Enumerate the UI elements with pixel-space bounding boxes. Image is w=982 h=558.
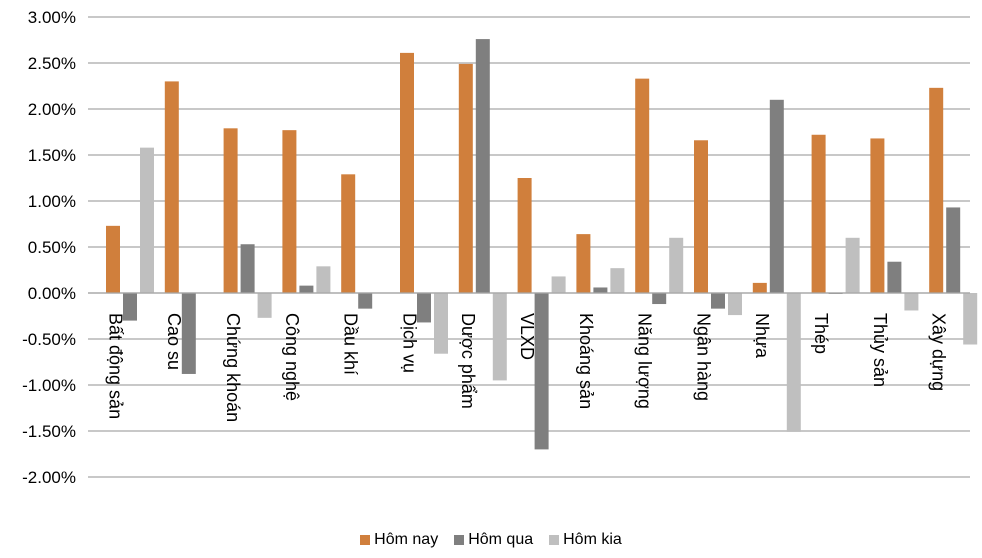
legend-label: Hôm nay <box>374 531 439 548</box>
x-category-label: Công nghệ <box>282 313 302 401</box>
bar <box>341 174 356 293</box>
x-category-label: Thép <box>811 313 831 354</box>
y-tick-label: 2.50% <box>28 54 76 73</box>
legend-label: Hôm kia <box>563 531 622 548</box>
y-tick-label: 2.00% <box>28 100 76 119</box>
x-category-label: Thủy sản <box>870 313 890 387</box>
bar <box>534 293 549 450</box>
bar <box>517 178 532 293</box>
y-tick-label: -0.50% <box>22 330 76 349</box>
bar <box>845 237 860 293</box>
y-tick-label: 3.00% <box>28 8 76 27</box>
x-category-label: Xây dựng <box>929 313 949 391</box>
y-tick-label: 0.00% <box>28 284 76 303</box>
bar <box>811 134 826 293</box>
y-tick-label: -1.50% <box>22 422 76 441</box>
bar <box>475 39 490 293</box>
bar <box>282 130 297 293</box>
bar <box>434 293 448 354</box>
bar <box>752 282 767 293</box>
legend: Hôm nay Hôm qua Hôm kia <box>0 531 982 549</box>
bar <box>887 261 902 293</box>
x-category-label: Dược phẩm <box>458 313 478 409</box>
x-category-label: Khoáng sản <box>576 313 596 409</box>
legend-swatch <box>454 535 465 545</box>
y-axis-tick-labels: 3.00% 2.50% 2.00% 1.50% 1.00% 0.50% 0.00% -0.50… <box>22 8 76 487</box>
bar <box>610 268 625 293</box>
bar <box>358 293 373 309</box>
bar <box>492 293 507 381</box>
x-category-label: Bất động sản <box>105 313 125 419</box>
y-tick-label: -1.00% <box>22 376 76 395</box>
legend-swatch <box>360 535 371 545</box>
bars <box>106 39 978 450</box>
y-tick-label: -2.00% <box>22 468 76 487</box>
bar <box>929 87 944 293</box>
bar <box>904 293 919 311</box>
bar <box>728 293 742 316</box>
bar <box>870 138 885 293</box>
x-category-label: Dịch vụ <box>399 313 419 373</box>
bar <box>140 147 154 293</box>
bar <box>669 237 684 293</box>
legend-item: Hôm qua <box>454 531 533 549</box>
bar <box>240 244 255 293</box>
x-category-label: Ngân hàng <box>693 313 713 401</box>
bar <box>635 78 650 293</box>
bar <box>551 276 566 293</box>
bar <box>786 293 801 432</box>
legend-label: Hôm qua <box>468 531 534 548</box>
legend-item: Hôm kia <box>549 531 622 549</box>
bar <box>769 99 784 293</box>
bar <box>106 225 120 293</box>
bar <box>123 293 137 321</box>
y-tick-label: 1.50% <box>28 146 76 165</box>
bar <box>400 52 414 293</box>
bar <box>257 293 272 318</box>
bar <box>946 207 961 293</box>
bar <box>458 63 473 293</box>
x-axis-category-labels: Bất động sản Cao su Chứng khoán Công nghệ Dầ… <box>105 313 948 422</box>
x-category-label: Nhựa <box>752 313 772 359</box>
bar <box>576 234 591 293</box>
x-category-label: Chứng khoán <box>223 313 243 422</box>
bar <box>694 140 708 293</box>
x-category-label: VLXD <box>517 313 537 360</box>
bar <box>181 293 196 374</box>
legend-swatch <box>549 535 560 545</box>
bar <box>417 293 431 323</box>
legend-item: Hôm nay <box>360 531 438 549</box>
bar <box>652 293 667 305</box>
x-category-label: Cao su <box>164 313 184 370</box>
y-tick-label: 0.50% <box>28 238 76 257</box>
bar-chart: 3.00% 2.50% 2.00% 1.50% 1.00% 0.50% 0.00% -0.50… <box>22 8 978 487</box>
x-category-label: Năng lượng <box>635 313 655 409</box>
x-category-label: Dầu khí <box>341 313 361 375</box>
bar <box>316 266 331 293</box>
bar <box>963 293 978 345</box>
bar <box>711 293 725 309</box>
y-tick-label: 1.00% <box>28 192 76 211</box>
bar <box>299 285 314 293</box>
bar <box>223 128 238 293</box>
bar <box>593 287 608 293</box>
bar <box>164 81 179 294</box>
